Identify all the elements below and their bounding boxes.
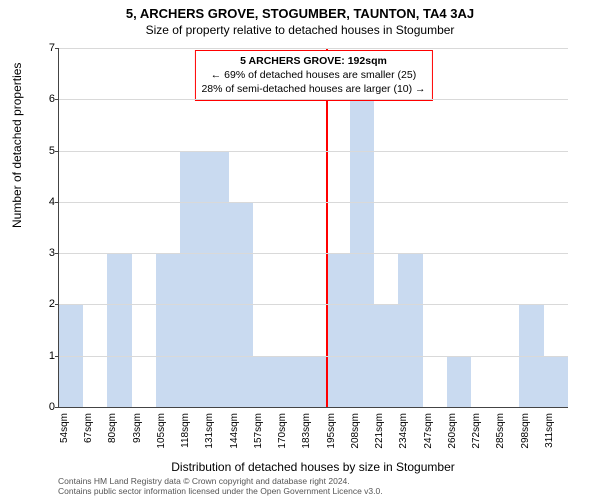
footer-attribution: Contains HM Land Registry data © Crown c… [58,476,383,496]
x-tick-label: 272sqm [471,413,482,449]
x-tick-label: 105sqm [156,413,167,449]
histogram-bar [253,356,277,407]
x-tick-label: 80sqm [107,413,118,443]
y-tick-label: 0 [37,401,55,413]
x-tick-label: 157sqm [253,413,264,449]
chart-area: 5 ARCHERS GROVE: 192sqm ← 69% of detache… [58,48,568,408]
annotation-title: 5 ARCHERS GROVE: 192sqm [201,54,425,68]
x-tick-label: 195sqm [326,413,337,449]
y-axis-label: Number of detached properties [10,63,24,228]
y-tick-label: 4 [37,196,55,208]
histogram-bar [301,356,325,407]
chart-title-sub: Size of property relative to detached ho… [0,21,600,37]
histogram-bar [398,253,422,407]
footer-line-2: Contains public sector information licen… [58,486,383,496]
x-tick-label: 234sqm [398,413,409,449]
x-tick-label: 144sqm [229,413,240,449]
x-tick-label: 183sqm [301,413,312,449]
x-tick-label: 298sqm [520,413,531,449]
y-tick-label: 1 [37,350,55,362]
y-tick-label: 7 [37,42,55,54]
gridline [59,356,568,357]
x-tick-label: 67sqm [83,413,94,443]
x-tick-label: 208sqm [350,413,361,449]
gridline [59,151,568,152]
histogram-bar [107,253,131,407]
annotation-line-2: 28% of semi-detached houses are larger (… [201,82,425,96]
histogram-bar [204,151,228,407]
x-tick-label: 260sqm [447,413,458,449]
x-tick-label: 54sqm [59,413,70,443]
x-tick-label: 221sqm [374,413,385,449]
histogram-bar [180,151,204,407]
x-tick-label: 93sqm [132,413,143,443]
histogram-bar [326,253,350,407]
histogram-bar [544,356,568,407]
gridline [59,304,568,305]
x-tick-label: 131sqm [204,413,215,449]
x-tick-label: 118sqm [180,413,191,448]
reference-marker-line [326,48,328,407]
x-tick-label: 247sqm [423,413,434,449]
gridline [59,99,568,100]
gridline [59,253,568,254]
plot-area: 5 ARCHERS GROVE: 192sqm ← 69% of detache… [58,48,568,408]
gridline [59,202,568,203]
bars-container [59,48,568,407]
annotation-box: 5 ARCHERS GROVE: 192sqm ← 69% of detache… [194,50,432,101]
footer-line-1: Contains HM Land Registry data © Crown c… [58,476,383,486]
x-tick-label: 311sqm [544,413,555,448]
y-tick-label: 6 [37,93,55,105]
x-tick-label: 170sqm [277,413,288,449]
chart-title-main: 5, ARCHERS GROVE, STOGUMBER, TAUNTON, TA… [0,0,600,21]
x-tick-label: 285sqm [495,413,506,449]
histogram-bar [156,253,180,407]
x-axis-label: Distribution of detached houses by size … [58,460,568,474]
annotation-line-1: ← 69% of detached houses are smaller (25… [201,68,425,82]
y-tick-label: 2 [37,298,55,310]
gridline [59,48,568,49]
histogram-bar [447,356,471,407]
histogram-bar [277,356,301,407]
y-tick-label: 5 [37,145,55,157]
y-tick-label: 3 [37,247,55,259]
